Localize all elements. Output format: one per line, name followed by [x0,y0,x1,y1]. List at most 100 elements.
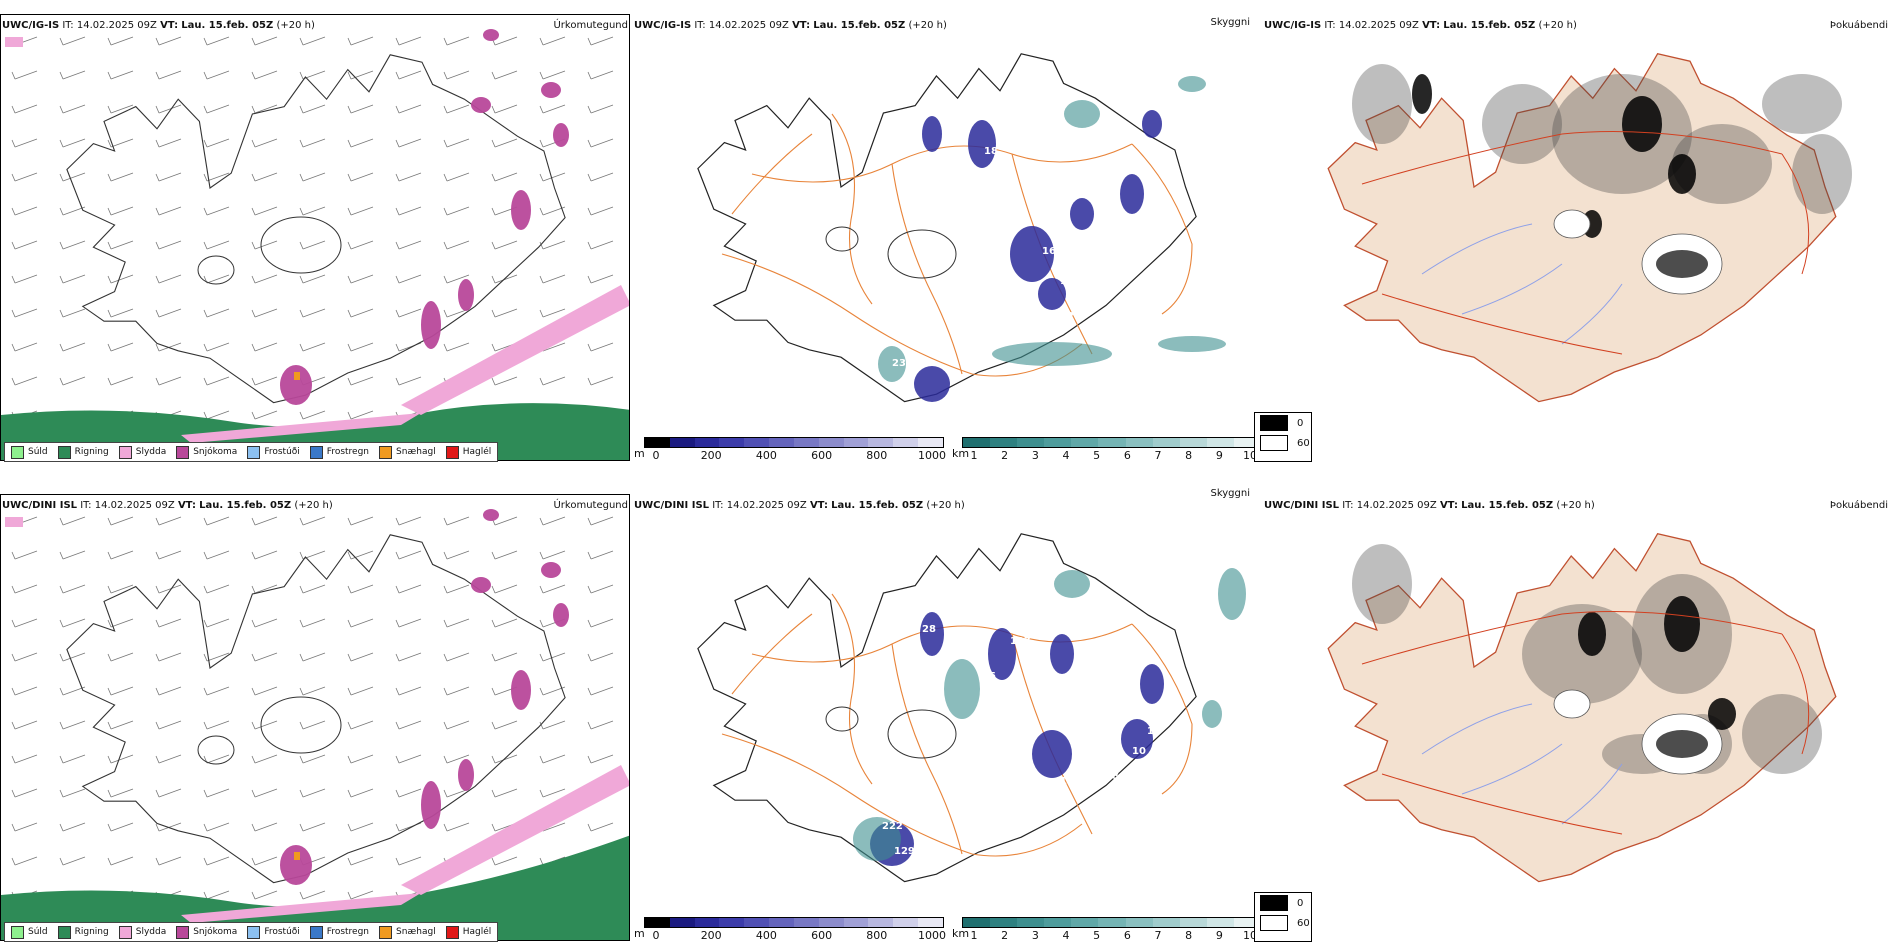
glacier-outline [887,709,957,759]
colorbar-tick: 4 [1062,929,1070,942]
colorbar-segment [1071,438,1099,447]
wind-barb [443,274,470,284]
colorbar-tick: 3 [1031,929,1039,942]
visibility-area [853,817,901,861]
colorbar-segment [719,438,745,447]
colorbar-segment [694,438,720,447]
wind-barb [107,550,134,560]
ceiling-height-label: 131 [1060,776,1081,787]
wind-barb [395,274,422,284]
river-line [1461,743,1563,795]
visibility-area [1158,336,1226,352]
colorbar-segment [769,438,794,447]
wind-barb [155,274,182,284]
wind-barb [203,206,230,216]
wind-barb [491,584,518,594]
colorbar-segment [843,438,869,447]
wind-barb [59,618,86,628]
wind-barb [491,240,518,250]
wind-barb [347,36,374,46]
wind-barb [107,754,134,764]
wind-barb [107,822,134,832]
wind-barb [587,822,614,832]
wind-barb [587,754,614,764]
wind-barb [443,104,470,114]
legend-item: Slydda [118,445,166,459]
colorbar-ticks: 0 200 400 600 800 1000 [644,448,947,462]
wind-barb [491,138,518,148]
legend-item: Snæhagl [379,445,436,459]
legend-item: Frostregn [309,445,369,459]
panel-header: UWC/DINI ISL IT: 14.02.2025 09Z VT: Lau.… [634,488,1250,511]
road-line [831,113,873,305]
ceiling-area [920,612,944,656]
snow-area [471,577,491,593]
wind-barb [299,240,326,250]
colorbar-tick: 1000 [918,929,946,942]
wind-barb [107,104,134,114]
wind-barb [251,70,278,80]
colorbar-tick: 9 [1215,449,1223,462]
wind-barb [11,240,38,250]
wind-barb [59,754,86,764]
fog-legend-swatch [1260,895,1288,911]
ceiling-colorbar: 0 200 400 600 800 1000 m [634,437,947,463]
legend-swatch [247,445,261,459]
visibility-area [1218,568,1246,620]
colorbar-strip [962,917,1262,928]
wind-barb [587,686,614,696]
ceiling-area [1038,278,1066,310]
glacier-area [1553,209,1591,239]
wind-barb [203,516,230,526]
wind-barb [299,754,326,764]
legend-item: Frostúði [247,445,300,459]
wind-barb [587,206,614,216]
ceiling-height-label: 117 [1010,636,1031,647]
colorbar-strip [644,437,944,448]
wind-barb [299,686,326,696]
colorbar-segment [1152,438,1180,447]
fog-legend-swatch [1260,435,1288,451]
wind-barb [587,172,614,182]
wind-barb [347,584,374,594]
wind-barb [107,856,134,866]
road-line [1381,293,1623,355]
fog-index-map [1327,533,1837,883]
wind-barb [539,720,566,730]
river-line [1461,263,1563,315]
fog-dark [1708,698,1736,730]
ceiling-area [1070,198,1094,230]
coastline [66,534,566,884]
road-line [1361,131,1783,185]
wind-barb [539,274,566,284]
fog-dark [1656,730,1708,758]
fog-legend-swatch [1260,415,1288,431]
colorbar-segment [1206,438,1234,447]
ceiling-height-label: 84 [1112,771,1126,782]
wind-barb [59,240,86,250]
fog-shade [1552,74,1692,194]
wind-barb [107,516,134,526]
panel-title: Skyggni [1210,17,1250,28]
colorbar-segment [990,918,1018,927]
wind-barb [203,856,230,866]
wind-barb [59,516,86,526]
wind-barb [155,172,182,182]
colorbar-segment [1098,438,1126,447]
road-line [1781,153,1810,275]
glacier-outline [825,706,859,732]
wind-barb [59,584,86,594]
wind-barb [395,104,422,114]
wind-barb [155,308,182,318]
wind-barb [107,584,134,594]
wind-barb [299,274,326,284]
visibility-area [1054,570,1090,598]
road-line [891,163,963,375]
colorbar-segment [1098,918,1126,927]
road-line [731,133,813,215]
wind-barb [251,36,278,46]
colorbar-tick: 800 [866,449,888,462]
wind-barb [491,376,518,386]
legend-item: Frostregn [309,925,369,939]
wind-barb [443,686,470,696]
